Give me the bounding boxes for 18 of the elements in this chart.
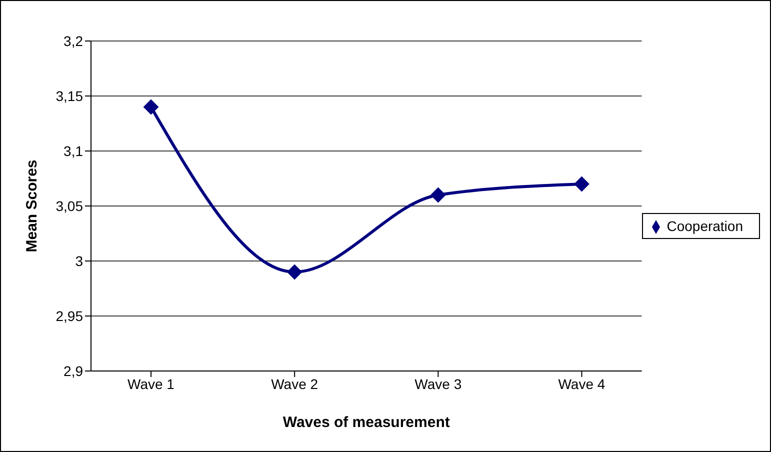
- y-tick-label: 2,9: [64, 362, 84, 379]
- y-tick-label: 3,1: [64, 142, 84, 159]
- point: [430, 188, 446, 202]
- y-tick-label: 3,15: [56, 88, 84, 104]
- y-tick-label: 3,2: [64, 32, 84, 49]
- x-axis-title: Waves of measurement: [282, 414, 450, 431]
- legend-label: Cooperation: [666, 218, 743, 234]
- y-tick-label: 3: [75, 252, 84, 269]
- y-tick-label: 3,05: [56, 198, 84, 214]
- x-tick-label: Wave 4: [558, 376, 606, 392]
- y-tick-label: 2,95: [56, 308, 84, 324]
- point: [574, 176, 590, 192]
- y-axis-title: Mean Scores: [23, 160, 40, 252]
- point: [287, 264, 302, 280]
- x-tick-label: Wave 1: [128, 376, 175, 392]
- x-tick-label: Wave 3: [414, 376, 462, 392]
- point: [144, 100, 158, 114]
- x-tick-label: Wave 2: [271, 376, 318, 392]
